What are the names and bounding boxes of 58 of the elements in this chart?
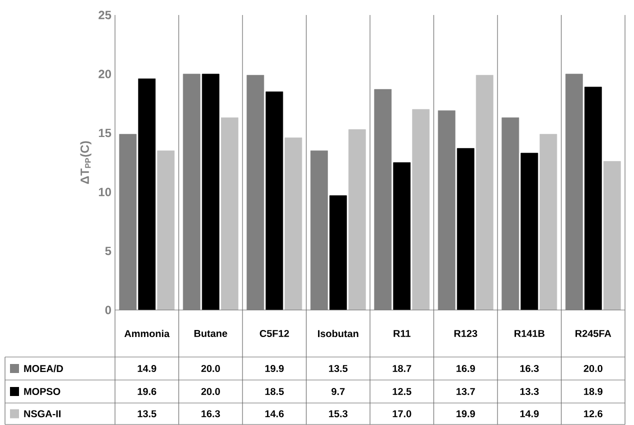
data-label: 19.9 bbox=[265, 364, 284, 372]
data-label: 14.9 bbox=[138, 364, 156, 372]
bar bbox=[393, 162, 411, 310]
bar bbox=[246, 74, 264, 310]
x-tick-label: Butane bbox=[194, 330, 228, 337]
bar bbox=[138, 78, 156, 310]
data-label: 20.0 bbox=[584, 364, 602, 372]
data-label: 16.3 bbox=[202, 410, 220, 418]
x-tick-label: R123 bbox=[454, 330, 478, 338]
data-label: 13.3 bbox=[520, 388, 539, 396]
x-tick-label: R245FA bbox=[576, 330, 612, 338]
data-label: 20.0 bbox=[201, 364, 220, 372]
y-tick-label: 15 bbox=[98, 128, 112, 138]
y-tick-label: 20 bbox=[98, 70, 111, 78]
data-label: 16.3 bbox=[520, 364, 539, 372]
bar bbox=[202, 74, 220, 310]
bar bbox=[565, 74, 583, 310]
legend-label: MOPSO bbox=[24, 388, 60, 396]
bar bbox=[329, 195, 347, 310]
data-label: 19.6 bbox=[138, 388, 156, 396]
data-label: 18.9 bbox=[584, 388, 602, 396]
bar bbox=[456, 148, 474, 310]
y-tick-label: 25 bbox=[98, 10, 112, 20]
data-label: 15.3 bbox=[329, 410, 348, 418]
bar bbox=[310, 150, 328, 310]
data-label: 14.9 bbox=[520, 410, 539, 418]
x-tick-label: C5F12 bbox=[260, 330, 289, 338]
data-label: 9.7 bbox=[332, 388, 345, 396]
legend-label: NSGA-II bbox=[24, 410, 61, 418]
data-label: 17.0 bbox=[392, 410, 412, 418]
bar bbox=[520, 152, 538, 310]
x-tick-label: R141B bbox=[514, 330, 544, 337]
data-label: 13.5 bbox=[138, 410, 156, 418]
y-tick-label: 10 bbox=[98, 188, 111, 196]
data-label: 12.5 bbox=[392, 388, 412, 396]
data-label: 18.7 bbox=[392, 364, 412, 372]
data-label: 18.5 bbox=[265, 388, 284, 396]
bar bbox=[266, 91, 284, 310]
data-label: 16.9 bbox=[456, 364, 475, 372]
y-tick-label: 0 bbox=[105, 306, 111, 314]
x-tick-label: Ammonia bbox=[124, 330, 170, 338]
data-label: 12.6 bbox=[584, 410, 602, 418]
data-label: 14.6 bbox=[265, 410, 284, 418]
bar bbox=[119, 134, 137, 310]
bar bbox=[438, 110, 456, 310]
bar bbox=[584, 86, 602, 310]
y-tick-label: 5 bbox=[105, 246, 112, 256]
bar bbox=[502, 117, 520, 310]
data-label: 20.0 bbox=[201, 388, 220, 396]
x-tick-label: R11 bbox=[394, 330, 410, 337]
legend-label: MOEA/D bbox=[24, 364, 63, 372]
data-label: 13.5 bbox=[329, 364, 348, 372]
bar bbox=[374, 89, 392, 310]
y-axis-title: ΔT$_{PP}$(C) bbox=[80, 141, 92, 184]
data-label: 13.7 bbox=[456, 388, 475, 396]
bar bbox=[182, 74, 200, 310]
x-tick-label: Isobutan bbox=[318, 330, 358, 338]
data-label: 19.9 bbox=[456, 410, 475, 418]
